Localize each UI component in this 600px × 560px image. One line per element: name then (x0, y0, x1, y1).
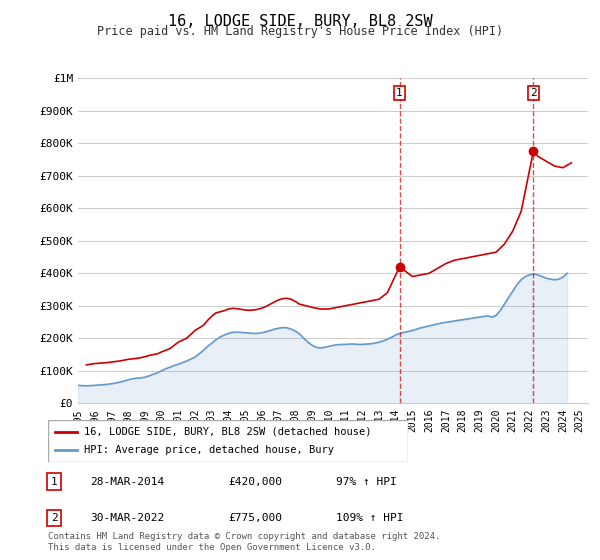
FancyBboxPatch shape (48, 420, 408, 462)
Text: 28-MAR-2014: 28-MAR-2014 (90, 477, 164, 487)
Text: HPI: Average price, detached house, Bury: HPI: Average price, detached house, Bury (84, 445, 334, 455)
Text: 16, LODGE SIDE, BURY, BL8 2SW (detached house): 16, LODGE SIDE, BURY, BL8 2SW (detached … (84, 427, 371, 437)
Text: £775,000: £775,000 (228, 513, 282, 523)
Text: 2: 2 (530, 88, 536, 98)
Text: Contains HM Land Registry data © Crown copyright and database right 2024.
This d: Contains HM Land Registry data © Crown c… (48, 532, 440, 552)
Text: 1: 1 (396, 88, 403, 98)
Text: 2: 2 (50, 513, 58, 523)
Text: 97% ↑ HPI: 97% ↑ HPI (336, 477, 397, 487)
Text: £420,000: £420,000 (228, 477, 282, 487)
Text: Price paid vs. HM Land Registry's House Price Index (HPI): Price paid vs. HM Land Registry's House … (97, 25, 503, 38)
Text: 1: 1 (50, 477, 58, 487)
Text: 16, LODGE SIDE, BURY, BL8 2SW: 16, LODGE SIDE, BURY, BL8 2SW (167, 14, 433, 29)
Text: 109% ↑ HPI: 109% ↑ HPI (336, 513, 404, 523)
Text: 30-MAR-2022: 30-MAR-2022 (90, 513, 164, 523)
